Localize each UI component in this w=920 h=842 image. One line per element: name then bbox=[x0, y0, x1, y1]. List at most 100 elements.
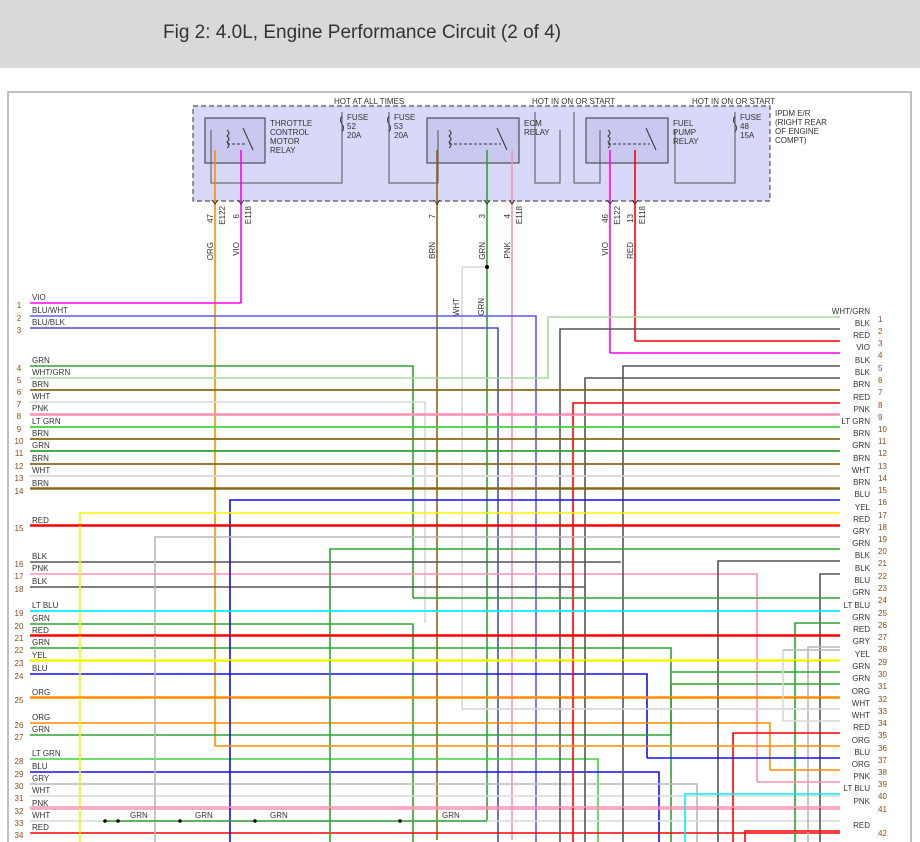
right-wire-number: 34 bbox=[878, 719, 887, 728]
left-wire-number: 29 bbox=[15, 770, 24, 779]
relay-coil-icon bbox=[226, 129, 230, 149]
right-wire-color-label: BLK bbox=[855, 368, 871, 377]
right-wire-22 bbox=[819, 573, 840, 842]
fuse-label: 15A bbox=[740, 131, 755, 140]
left-wire-26 bbox=[30, 722, 771, 770]
left-wire-number: 18 bbox=[15, 585, 24, 594]
left-wire-number: 8 bbox=[17, 412, 22, 421]
left-wire-number: 6 bbox=[17, 388, 22, 397]
right-wire-26 bbox=[794, 622, 840, 842]
right-wire-color-label: GRN bbox=[852, 662, 870, 671]
relay-box bbox=[426, 117, 520, 164]
pin-number: 6 bbox=[232, 213, 241, 218]
hot-in-on-or-start-label: HOT IN ON OR START bbox=[532, 97, 615, 106]
left-wire-number: 31 bbox=[15, 794, 24, 803]
connector-id: E118 bbox=[515, 205, 524, 224]
left-wire-color-label: BRN bbox=[32, 429, 49, 438]
left-wire-24 bbox=[30, 673, 648, 758]
relay-circuit bbox=[210, 112, 343, 184]
ipdm-module-label: (RIGHT REAR bbox=[775, 118, 827, 127]
pin-number: 46 bbox=[601, 213, 610, 222]
left-wire-color-label: LT BLU bbox=[32, 601, 59, 610]
pin-wire-color: ORG bbox=[206, 242, 215, 260]
connector-pin-icon bbox=[606, 199, 614, 205]
right-wire-color-label: PNK bbox=[854, 405, 871, 414]
right-wire-color-label: WHT bbox=[852, 711, 870, 720]
right-wire-color-label: LT GRN bbox=[841, 417, 870, 426]
left-wire-color-label: GRN bbox=[32, 356, 50, 365]
splice-dot bbox=[103, 819, 107, 823]
right-wire-color-label: RED bbox=[853, 515, 870, 524]
right-wire-number: 36 bbox=[878, 744, 887, 753]
left-wire-color-label: WHT bbox=[32, 786, 50, 795]
left-wire-number: 2 bbox=[17, 314, 22, 323]
right-wire-color-label: RED bbox=[853, 723, 870, 732]
connector-pin-icon bbox=[211, 199, 219, 205]
fuse-label: FUSE bbox=[740, 113, 761, 122]
relay-circuit bbox=[534, 112, 561, 184]
right-wire-color-label: PNK bbox=[854, 797, 871, 806]
right-wire-color-label: GRN bbox=[852, 441, 870, 450]
left-wire-number: 27 bbox=[15, 733, 24, 742]
bottom-splice-label: GRN bbox=[442, 811, 460, 820]
left-wire-color-label: WHT bbox=[32, 811, 50, 820]
right-wire-number: 29 bbox=[878, 658, 887, 667]
relay-circuit bbox=[388, 112, 439, 184]
relay-label: FUEL bbox=[673, 119, 694, 128]
right-wire-color-label: GRY bbox=[853, 527, 871, 536]
splice-dot bbox=[116, 819, 120, 823]
left-wire-color-label: WHT/GRN bbox=[32, 368, 70, 377]
left-wire-color-label: PNK bbox=[32, 799, 49, 808]
right-wire-color-label: GRY bbox=[853, 637, 871, 646]
right-wire-color-label: BLU bbox=[854, 576, 870, 585]
connector-pin-icon bbox=[237, 199, 245, 205]
right-wire-16 bbox=[229, 499, 840, 842]
right-wire-number: 38 bbox=[878, 768, 887, 777]
hot-in-on-or-start-label: HOT IN ON OR START bbox=[692, 97, 775, 106]
right-wire-color-label: VIO bbox=[856, 343, 870, 352]
left-wire-number: 13 bbox=[15, 474, 24, 483]
right-wire-color-label: RED bbox=[853, 331, 870, 340]
right-wire-color-label: GRN bbox=[852, 674, 870, 683]
right-wire-color-label: WHT bbox=[852, 466, 870, 475]
left-wire-number: 11 bbox=[15, 449, 24, 458]
right-wire-color-label: ORG bbox=[852, 760, 870, 769]
right-wire-number: 32 bbox=[878, 695, 887, 704]
left-wire-number: 34 bbox=[15, 831, 24, 840]
relay-circuit bbox=[674, 112, 736, 184]
right-wire-6 bbox=[584, 377, 840, 842]
right-wire-number: 18 bbox=[878, 523, 887, 532]
right-wire-number: 20 bbox=[878, 547, 887, 556]
left-wire-number: 14 bbox=[15, 487, 24, 496]
right-wire-number: 15 bbox=[878, 486, 887, 495]
figure-header: Fig 2: 4.0L, Engine Performance Circuit … bbox=[0, 0, 920, 68]
connector-id: E118 bbox=[638, 205, 647, 224]
right-wire-number: 14 bbox=[878, 474, 887, 483]
diagram-border bbox=[7, 91, 912, 842]
right-wire-color-label: ORG bbox=[852, 687, 870, 696]
left-wire-number: 10 bbox=[15, 437, 24, 446]
fuse-label: 53 bbox=[394, 122, 403, 131]
pin-wire-color: BRN bbox=[428, 242, 437, 259]
splice-dot bbox=[398, 819, 402, 823]
wires-layer bbox=[30, 112, 840, 842]
relay-label: RELAY bbox=[524, 128, 550, 137]
left-wire-color-label: LT GRN bbox=[32, 417, 61, 426]
left-wire-number: 28 bbox=[15, 757, 24, 766]
right-wire-number: 23 bbox=[878, 584, 887, 593]
right-wire-number: 26 bbox=[878, 621, 887, 630]
right-wire-19 bbox=[154, 536, 840, 842]
relay-coil-icon bbox=[607, 129, 611, 149]
left-wire-color-label: ORG bbox=[32, 688, 50, 697]
connector-pin-icon bbox=[631, 199, 639, 205]
left-wire-color-label: BRN bbox=[32, 380, 49, 389]
left-wire-number: 24 bbox=[15, 672, 24, 681]
left-wire-29 bbox=[30, 771, 660, 842]
relay-switch-icon bbox=[645, 127, 657, 151]
right-wire-color-label: GRN bbox=[852, 588, 870, 597]
left-wire-color-label: GRN bbox=[32, 614, 50, 623]
hot-at-all-times-label: HOT AT ALL TIMES bbox=[334, 97, 404, 106]
left-wire-27 bbox=[30, 684, 672, 736]
left-wire-17 bbox=[30, 573, 758, 782]
